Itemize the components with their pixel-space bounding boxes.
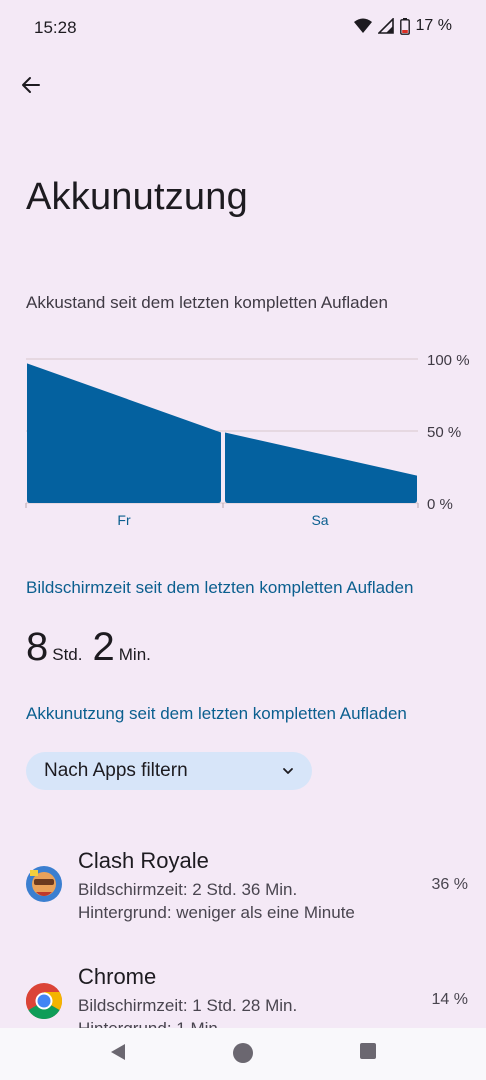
battery-level-chart-svg: 100 % 50 % 0 % Fr Sa (25, 352, 470, 528)
app-background-time: Hintergrund: 1 Min. (78, 1019, 223, 1028)
status-time: 15:28 (34, 18, 77, 37)
app-screen-time: Bildschirmzeit: 1 Std. 28 Min. (78, 996, 298, 1015)
nav-recents-icon[interactable] (359, 1042, 377, 1060)
clash-royale-icon (26, 866, 62, 902)
battery-usage-heading: Akkunutzung seit dem letzten kompletten … (26, 704, 407, 723)
chevron-down-icon (283, 768, 293, 774)
page-title: Akkunutzung (26, 176, 248, 218)
arrow-back-icon (22, 77, 40, 93)
navigation-bar (0, 1028, 486, 1080)
screen-time-value: 8 Std. 2 Min. (26, 625, 161, 670)
app-background-time: Hintergrund: weniger als eine Minute (78, 903, 355, 922)
screen-time-heading: Bildschirmzeit seit dem letzten komplett… (26, 578, 414, 597)
x-tick-label-sa: Sa (311, 512, 328, 528)
chart-area-fr (27, 363, 221, 503)
app-name: Chrome (78, 964, 157, 989)
chart-area-sa (225, 432, 417, 503)
nav-back-icon[interactable] (108, 1042, 128, 1062)
wifi-icon (353, 18, 372, 33)
y-tick-label-100: 100 % (427, 352, 470, 369)
app-usage-percent: 36 % (431, 876, 468, 893)
status-icons: 17 % (353, 17, 452, 35)
chart-caption: Akkustand seit dem letzten kompletten Au… (26, 293, 388, 312)
screen-time-hours: 8 (26, 625, 49, 669)
x-tick-label-fr: Fr (117, 512, 131, 528)
screen-time-minutes-unit: Min. (118, 645, 151, 664)
app-usage-percent: 14 % (431, 991, 468, 1008)
back-button[interactable] (16, 70, 46, 100)
battery-level-chart: 100 % 50 % 0 % Fr Sa (22, 350, 482, 535)
filter-dropdown-label: Nach Apps filtern (44, 760, 188, 781)
app-screen-time: Bildschirmzeit: 2 Std. 36 Min. (78, 880, 298, 899)
y-tick-label-50: 50 % (427, 424, 461, 441)
nav-home-icon[interactable] (232, 1042, 254, 1064)
battery-icon (399, 17, 410, 35)
cellular-signal-icon (377, 18, 394, 34)
y-tick-label-0: 0 % (427, 496, 453, 513)
battery-percent: 17 % (415, 17, 452, 34)
app-name: Clash Royale (78, 848, 209, 873)
app-row-chrome[interactable]: Chrome Bildschirmzeit: 1 Std. 28 Min. Hi… (0, 962, 486, 1028)
chrome-icon (25, 983, 63, 1020)
filter-apps-dropdown[interactable]: Nach Apps filtern (26, 752, 312, 790)
screen-time-minutes: 2 (92, 625, 115, 669)
screen-time-hours-unit: Std. (52, 645, 83, 664)
status-bar: 15:28 17 % (0, 0, 486, 56)
app-row-clash-royale[interactable]: Clash Royale Bildschirmzeit: 2 Std. 36 M… (0, 845, 486, 935)
